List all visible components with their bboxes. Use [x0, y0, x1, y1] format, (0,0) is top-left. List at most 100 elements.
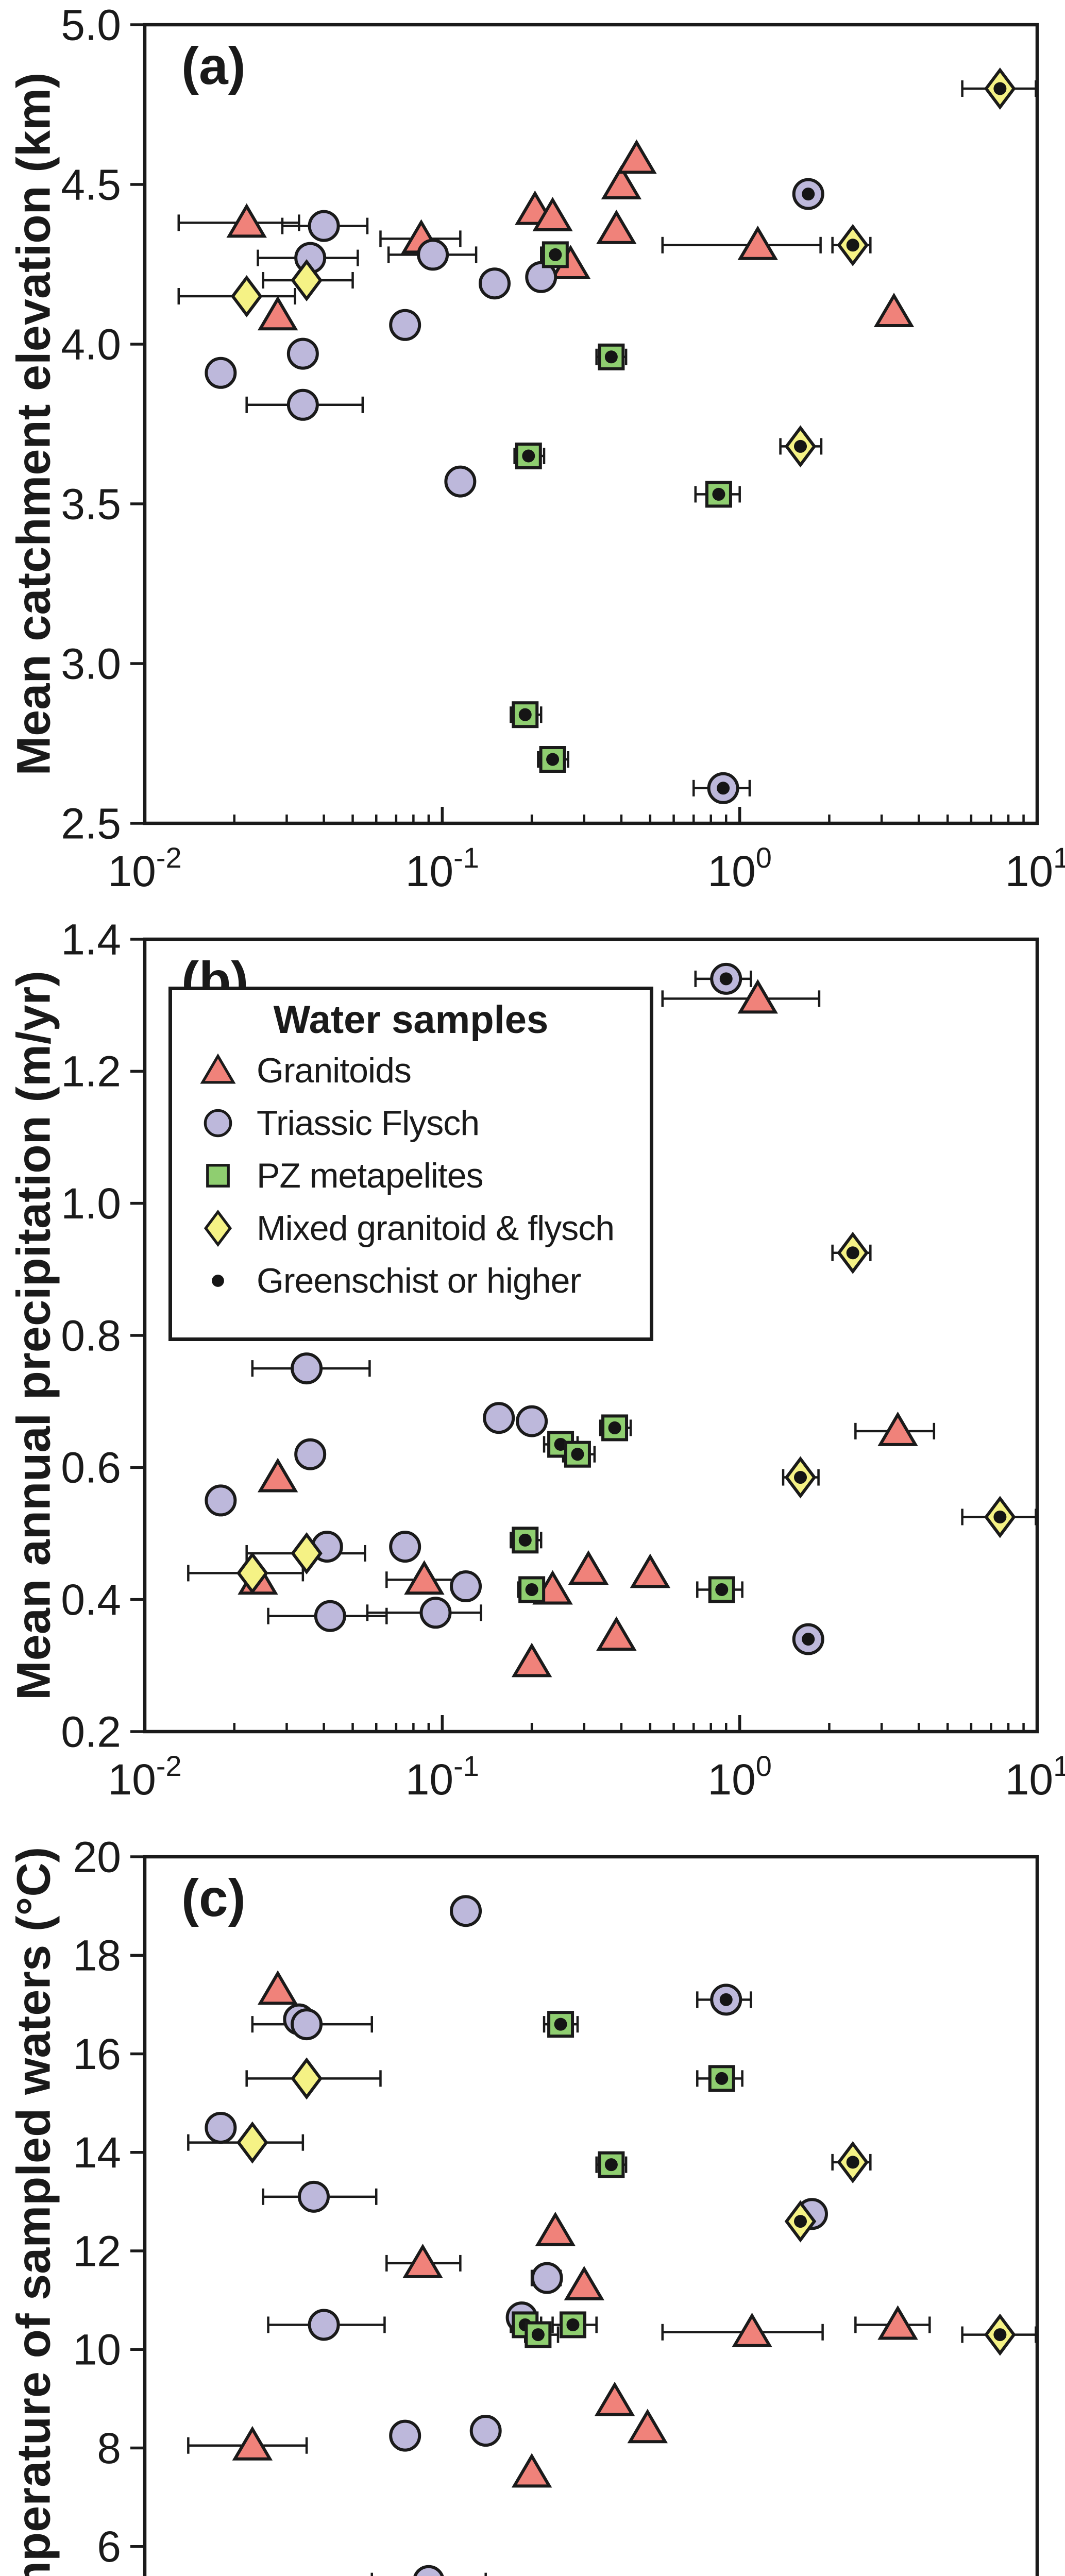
greenschist-dot — [794, 1471, 807, 1484]
x-tick-label: 100 — [707, 841, 772, 895]
greenschist-dot — [717, 782, 730, 795]
data-point-triangle — [257, 1458, 298, 1493]
data-point-circle — [298, 2180, 330, 2213]
legend-item-label: Granitoids — [257, 1051, 412, 1090]
greenschist-dot — [802, 1633, 815, 1646]
plot-box — [143, 23, 1039, 825]
y-tick-label: 0.6 — [61, 1444, 121, 1492]
greenschist-dot — [794, 439, 807, 453]
greenschist-dot — [554, 1437, 567, 1451]
y-tick-label: 4.5 — [61, 160, 121, 209]
greenschist-dot — [846, 2156, 859, 2169]
x-tick-label: 100 — [707, 1750, 772, 1804]
y-tick-label: 6 — [97, 2522, 121, 2571]
legend-items: Granitoids Triassic Flysch PZ metapelites M… — [190, 1044, 650, 1307]
y-tick-label: 18 — [73, 1931, 121, 1980]
series-circle — [205, 178, 824, 804]
data-point-circle — [483, 1402, 515, 1434]
data-point-triangle — [511, 2453, 552, 2488]
greenschist-dot — [571, 1448, 584, 1461]
series-triangle — [232, 1970, 918, 2488]
y-tick-label: 8 — [97, 2424, 121, 2472]
data-point-triangle — [232, 2426, 273, 2461]
legend-item-4: Greenschist or higher — [190, 1255, 650, 1307]
legend-item-3: Mixed granitoid & flysch — [190, 1202, 650, 1255]
data-point-triangle — [737, 979, 778, 1014]
triangle-legend-icon — [200, 1053, 236, 1084]
greenschist-dot — [525, 1583, 538, 1596]
x-tick-label: 10-1 — [405, 841, 479, 895]
legend-item-2: PZ metapelites — [190, 1149, 650, 1202]
y-axis-label-temperature: Temperature of sampled waters (°C) — [7, 1846, 60, 2576]
data-point-circle — [205, 357, 237, 389]
greenschist-dot — [566, 2318, 580, 2331]
y-tick-label: 1.2 — [61, 1047, 121, 1096]
data-point-circle — [413, 2565, 444, 2576]
x-tick-label: 10-2 — [108, 841, 181, 895]
data-point-square — [547, 2011, 574, 2038]
data-point-circle — [294, 1438, 327, 1470]
greenschist-dot — [518, 708, 532, 721]
data-point-circle — [286, 337, 319, 370]
panel-a: 2.5 3.0 3.5 4.0 4.5 5.0 10-2 10-1 100 101 — [61, 1, 1065, 895]
data-point-circle — [308, 210, 340, 242]
series-diamond — [236, 2057, 1016, 2356]
greenschist-dot — [604, 2158, 618, 2172]
data-point-triangle — [616, 139, 657, 174]
data-point-triangle — [511, 1642, 552, 1677]
data-point-circle — [314, 1600, 346, 1632]
x-tick-label: 10-2 — [108, 1750, 181, 1804]
greenschist-dot — [715, 1583, 729, 1596]
data-point-triangle — [737, 225, 778, 260]
square-legend-icon — [206, 1164, 230, 1188]
data-point-diamond — [236, 2121, 268, 2164]
triangle-legend-marker — [200, 1053, 236, 1084]
plot-box — [143, 1855, 1039, 2576]
greenschist-dot — [719, 972, 733, 986]
series-circle — [205, 962, 824, 1655]
panel-letter-a: (a) — [181, 37, 246, 95]
data-point-circle — [419, 1597, 452, 1629]
y-axis-label-elevation: Mean catchment elevation (km) — [7, 72, 60, 776]
y-axis-label-precipitation: Mean annual precipitation (m/yr) — [7, 971, 60, 1700]
series-diamond — [236, 1231, 1016, 1595]
y-tick-label: 1.4 — [61, 915, 121, 963]
series-square — [512, 241, 732, 773]
error-bar — [370, 2572, 487, 2576]
y-tick-label: 3.0 — [61, 639, 121, 688]
greenschist-dot — [715, 2072, 729, 2085]
greenschist-dot — [993, 1510, 1007, 1523]
data-point-square — [559, 2311, 586, 2338]
greenschist-dot — [719, 1993, 733, 2006]
panel-letter-c: (c) — [181, 1869, 246, 1927]
data-point-diamond — [230, 275, 263, 317]
data-point-triangle — [257, 1970, 298, 2005]
y-tick-label: 2.5 — [61, 799, 121, 848]
legend-item-1: Triassic Flysch — [190, 1097, 650, 1149]
greenschist-dot — [794, 2215, 807, 2228]
y-tick-label: 16 — [73, 2030, 121, 2078]
data-point-triangle — [877, 1411, 918, 1446]
data-point-triangle — [535, 2211, 576, 2246]
data-point-diamond — [236, 1552, 268, 1595]
legend-item-label: Greenschist or higher — [257, 1261, 581, 1300]
x-tick-label: 10-1 — [405, 1750, 479, 1804]
data-point-circle — [516, 1405, 548, 1437]
diamond-legend-marker — [204, 1209, 232, 1247]
data-point-circle — [531, 2262, 563, 2294]
greenschist-dot — [518, 1533, 532, 1547]
data-point-triangle — [564, 2266, 605, 2300]
legend-item-label: Triassic Flysch — [257, 1104, 480, 1143]
data-point-circle — [286, 388, 319, 421]
data-point-circle — [291, 1352, 323, 1385]
data-point-circle — [389, 1531, 421, 1563]
greenschist-dot — [522, 449, 535, 463]
greenschist-dot — [554, 2018, 567, 2031]
data-point-square — [512, 701, 539, 728]
data-point-diamond — [291, 2057, 323, 2100]
data-point-triangle — [568, 1550, 609, 1585]
dot-legend-marker — [212, 1275, 224, 1287]
data-point-triangle — [596, 1616, 637, 1651]
